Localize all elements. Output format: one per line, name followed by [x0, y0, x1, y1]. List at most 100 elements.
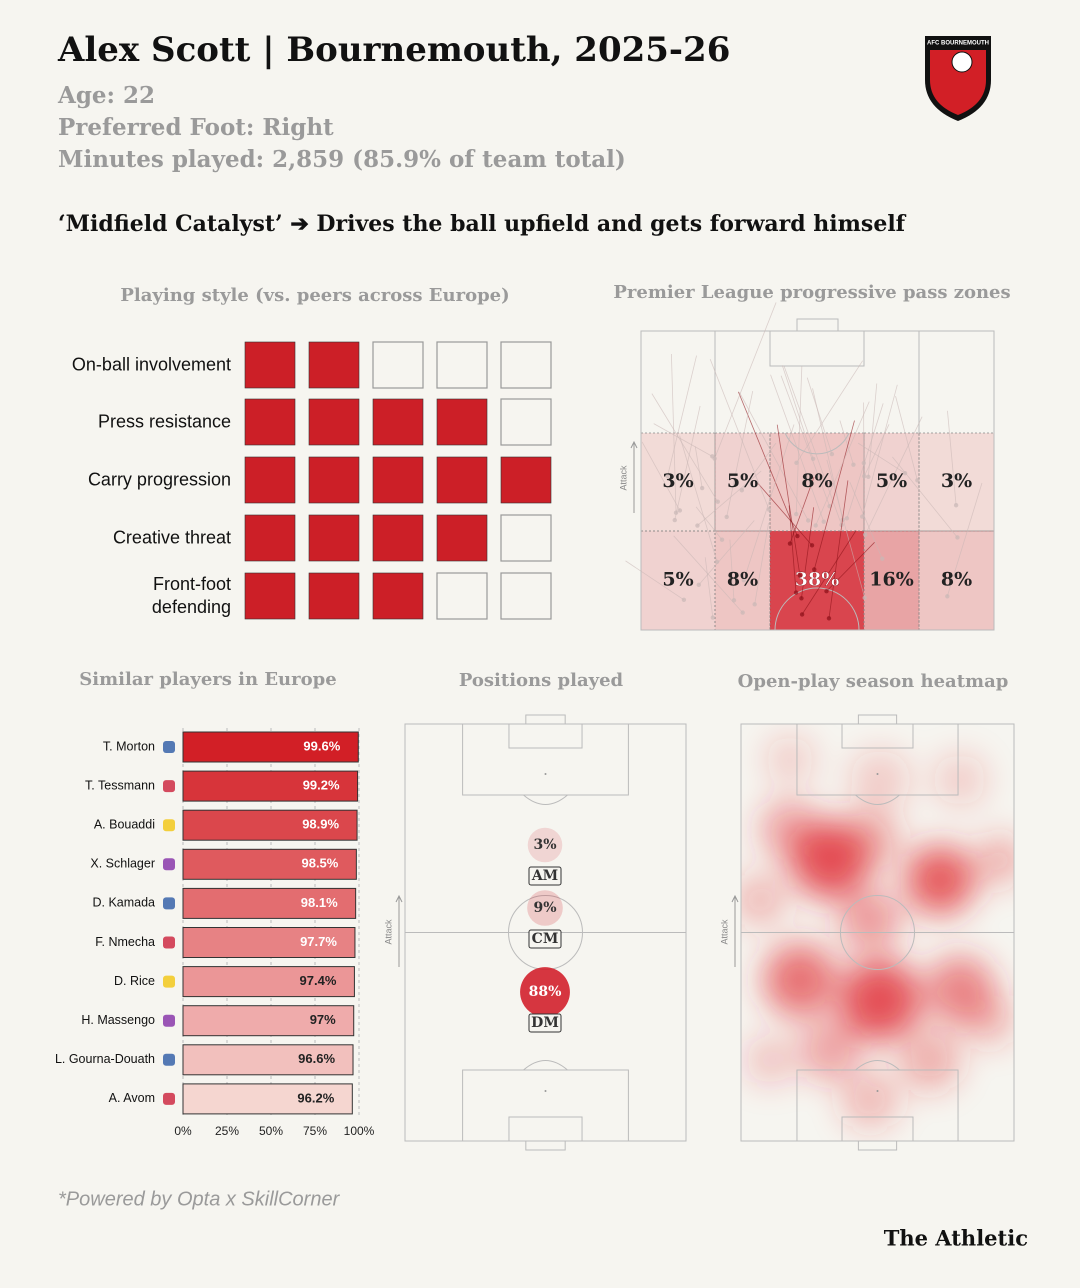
position-tag [528, 1013, 562, 1033]
rating-box [436, 514, 488, 562]
bar-label: 96.6% [298, 1051, 335, 1066]
zone-label: 3% [941, 470, 972, 492]
pass-arrow [839, 420, 854, 465]
penalty-spot [544, 773, 547, 775]
pass-origin [799, 612, 805, 617]
pass-arrow [671, 353, 677, 513]
rating-box [500, 456, 552, 504]
pass-origin [794, 511, 799, 517]
heat-blob [766, 736, 814, 784]
zone-label: 8% [941, 569, 972, 591]
position-value: 9% [533, 900, 556, 916]
age: Age: 22 [57, 82, 155, 109]
pass-arrow [738, 391, 798, 537]
pass-arrow [714, 302, 777, 459]
pass-arrow [801, 507, 815, 599]
bar [182, 927, 356, 958]
attack-arrowhead [630, 440, 638, 449]
bar [182, 966, 355, 998]
pass-arrow [776, 424, 801, 576]
bar [182, 1083, 353, 1115]
x-tick-label: 50% [259, 1124, 283, 1138]
penalty-box [462, 723, 629, 796]
rating-box [436, 398, 488, 446]
rating-box-empty [500, 341, 552, 389]
penalty-spot [876, 773, 879, 775]
pass-arrow [863, 424, 890, 477]
club-icon [163, 741, 175, 753]
pass-origin [826, 616, 832, 621]
pass-origin [851, 462, 856, 467]
pass-origin [696, 582, 701, 588]
rating-box [372, 514, 424, 562]
rating-box [308, 456, 360, 504]
pass-arrow [651, 393, 719, 502]
pass-arrow [867, 383, 878, 477]
zone [714, 432, 771, 532]
pass-origin [813, 523, 818, 528]
pass-origin [860, 514, 865, 519]
zone-label: 5% [727, 470, 758, 492]
club-icon [163, 1053, 175, 1066]
pass-arrow [667, 355, 697, 477]
pass-arrow [770, 374, 825, 522]
pass-arrow [783, 366, 842, 526]
player-name: H. Massengo [81, 1013, 155, 1027]
pass-arrow [757, 483, 813, 546]
pass-origin [681, 597, 687, 602]
heat-blob [976, 836, 1014, 884]
heat-blob [842, 1072, 898, 1128]
pass-origin [795, 533, 800, 539]
position-tag [528, 929, 562, 949]
chart-title: Open-play season heatmap [738, 671, 1009, 692]
heat-blob [764, 944, 836, 1016]
penalty-spot [544, 1090, 547, 1092]
pass-arrow [726, 390, 754, 517]
bar-label: 97.7% [300, 934, 337, 949]
goal [796, 318, 839, 332]
club-icon [163, 975, 175, 988]
pass-origin [821, 519, 826, 524]
foot: Preferred Foot: Right [58, 114, 334, 141]
heat-blob [934, 754, 986, 806]
brand: The Athletic [884, 1226, 1028, 1251]
bar [182, 1005, 355, 1037]
position-bubble [527, 890, 563, 926]
rating-box [244, 341, 296, 389]
x-tick-label: 75% [303, 1124, 327, 1138]
rating-box [372, 398, 424, 446]
centre-arc [774, 587, 860, 631]
penalty-spot [876, 1090, 879, 1092]
pass-arrow [826, 459, 866, 598]
rating-box-empty [500, 514, 552, 562]
rating-box [308, 341, 360, 389]
attack-label: Attack [618, 465, 628, 491]
pass-origin [731, 598, 737, 603]
goal [857, 1140, 898, 1151]
pass-origin [797, 573, 803, 578]
zone-label: 38% [795, 569, 840, 591]
position-name: CM [532, 931, 559, 947]
player-name: F. Nmecha [95, 935, 155, 949]
rating-box [244, 514, 296, 562]
pass-origin [812, 567, 817, 572]
goal [857, 714, 898, 725]
heat-blob [965, 995, 1014, 1045]
position-name: AM [531, 868, 558, 884]
centre-circle [840, 895, 915, 970]
attack-label: Attack [719, 919, 729, 945]
club-icon [163, 936, 175, 949]
bar-label: 97.4% [300, 973, 337, 988]
pass-arrow [741, 442, 777, 491]
player-name: T. Tessmann [85, 778, 155, 792]
pass-arrow [788, 505, 797, 593]
pass-arrow [695, 506, 723, 540]
pass-origin [863, 532, 868, 538]
pass-origin [862, 595, 867, 601]
zone-label: 8% [801, 470, 832, 492]
club-icon [163, 1014, 175, 1027]
heat-blob [741, 874, 786, 926]
six-yard-box [841, 723, 914, 749]
position-name: DM [531, 1015, 559, 1031]
rating-box [308, 514, 360, 562]
